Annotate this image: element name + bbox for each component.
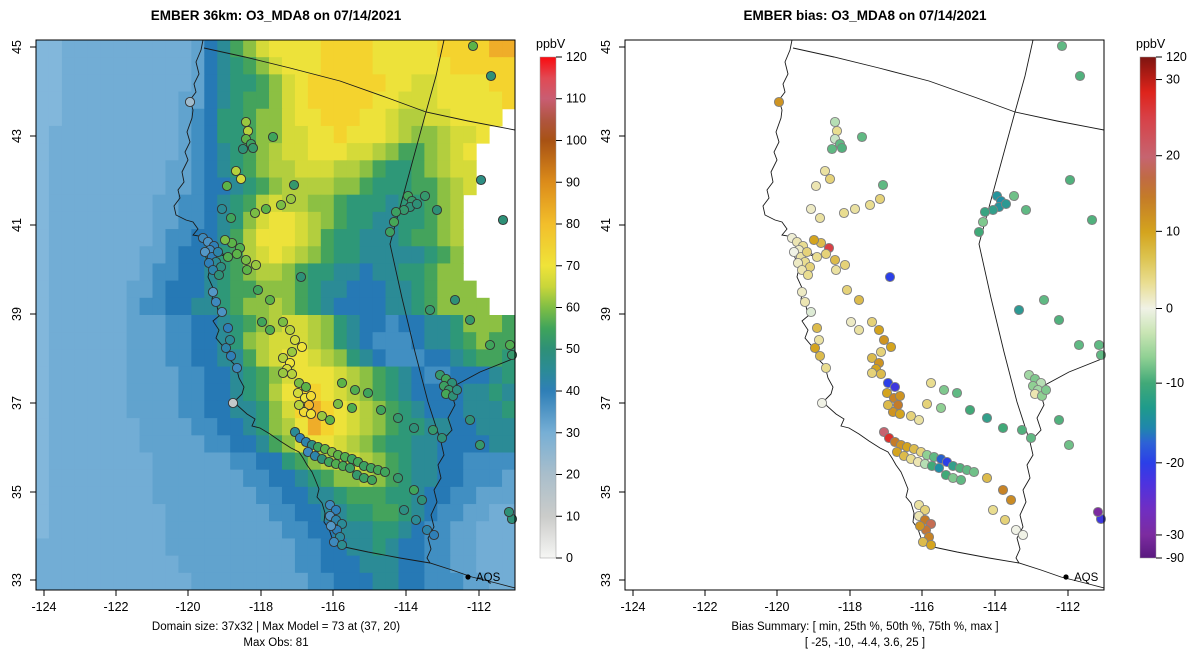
svg-text:35: 35 bbox=[10, 485, 24, 499]
svg-text:-30: -30 bbox=[1166, 528, 1184, 542]
svg-text:-124: -124 bbox=[31, 600, 56, 614]
plot-frame bbox=[35, 39, 516, 591]
svg-text:-114: -114 bbox=[394, 600, 418, 614]
colorbar bbox=[1139, 56, 1157, 559]
obs-points-left bbox=[184, 40, 518, 551]
svg-text:-116: -116 bbox=[321, 600, 345, 614]
svg-text:33: 33 bbox=[599, 573, 613, 587]
svg-text:10: 10 bbox=[566, 509, 580, 523]
svg-text:30: 30 bbox=[1166, 73, 1180, 87]
svg-text:-114: -114 bbox=[983, 600, 1007, 614]
colorbar-unit-label: ppbV bbox=[1136, 37, 1166, 51]
svg-text:10: 10 bbox=[1166, 224, 1180, 238]
svg-text:-118: -118 bbox=[838, 600, 862, 614]
svg-text:-112: -112 bbox=[467, 600, 491, 614]
svg-text:45: 45 bbox=[599, 40, 613, 54]
svg-text:110: 110 bbox=[566, 92, 586, 106]
svg-text:41: 41 bbox=[10, 218, 24, 232]
left-panel-title: EMBER 36km: O3_MDA8 on 07/14/2021 bbox=[150, 8, 402, 23]
aqs-legend-label: AQS bbox=[1074, 572, 1099, 584]
svg-text:43: 43 bbox=[599, 129, 613, 143]
svg-text:-10: -10 bbox=[1166, 376, 1184, 390]
colorbar-unit-label: ppbV bbox=[536, 37, 566, 51]
svg-text:-122: -122 bbox=[103, 600, 128, 614]
svg-text:37: 37 bbox=[10, 396, 24, 410]
right-caption-line1: Bias Summary: [ min, 25th %, 50th %, 75t… bbox=[731, 621, 999, 633]
svg-text:-120: -120 bbox=[764, 600, 789, 614]
svg-text:35: 35 bbox=[599, 485, 613, 499]
svg-text:100: 100 bbox=[566, 134, 587, 148]
svg-text:37: 37 bbox=[599, 396, 613, 410]
svg-text:39: 39 bbox=[10, 307, 24, 321]
svg-text:60: 60 bbox=[566, 301, 580, 315]
svg-text:40: 40 bbox=[566, 384, 580, 398]
left-caption-line1: Domain size: 37x32 | Max Model = 73 at (… bbox=[151, 621, 401, 633]
bias-points-right bbox=[773, 40, 1107, 551]
svg-text:-20: -20 bbox=[1166, 456, 1184, 470]
svg-text:-122: -122 bbox=[692, 600, 717, 614]
aqs-legend-marker bbox=[465, 574, 471, 580]
svg-text:90: 90 bbox=[566, 175, 580, 189]
svg-text:-118: -118 bbox=[249, 600, 273, 614]
aqs-legend-label: AQS bbox=[476, 572, 501, 584]
svg-text:120: 120 bbox=[566, 50, 587, 64]
right-panel-title: EMBER bias: O3_MDA8 on 07/14/2021 bbox=[743, 8, 987, 23]
svg-text:20: 20 bbox=[1166, 149, 1180, 163]
svg-text:-116: -116 bbox=[910, 600, 934, 614]
svg-text:-112: -112 bbox=[1056, 600, 1080, 614]
svg-text:43: 43 bbox=[10, 129, 24, 143]
svg-text:45: 45 bbox=[10, 40, 24, 54]
svg-text:-90: -90 bbox=[1166, 551, 1184, 565]
svg-text:80: 80 bbox=[566, 217, 580, 231]
svg-text:-120: -120 bbox=[175, 600, 200, 614]
svg-text:30: 30 bbox=[566, 426, 580, 440]
svg-text:20: 20 bbox=[566, 467, 580, 481]
model-raster bbox=[36, 40, 515, 590]
svg-text:70: 70 bbox=[566, 259, 580, 273]
plot-frame bbox=[624, 39, 1105, 591]
colorbar bbox=[539, 56, 557, 559]
right-caption-line2: [ -25, -10, -4.4, 3.6, 25 ] bbox=[804, 637, 926, 649]
svg-text:39: 39 bbox=[599, 307, 613, 321]
left-caption-line2: Max Obs: 81 bbox=[243, 637, 309, 649]
svg-text:120: 120 bbox=[1166, 50, 1187, 64]
svg-text:41: 41 bbox=[599, 218, 613, 232]
svg-text:-124: -124 bbox=[620, 600, 645, 614]
aqs-legend-marker bbox=[1063, 574, 1069, 580]
svg-text:0: 0 bbox=[566, 551, 573, 565]
svg-text:0: 0 bbox=[1166, 302, 1173, 316]
svg-text:50: 50 bbox=[566, 342, 580, 356]
svg-text:33: 33 bbox=[10, 573, 24, 587]
